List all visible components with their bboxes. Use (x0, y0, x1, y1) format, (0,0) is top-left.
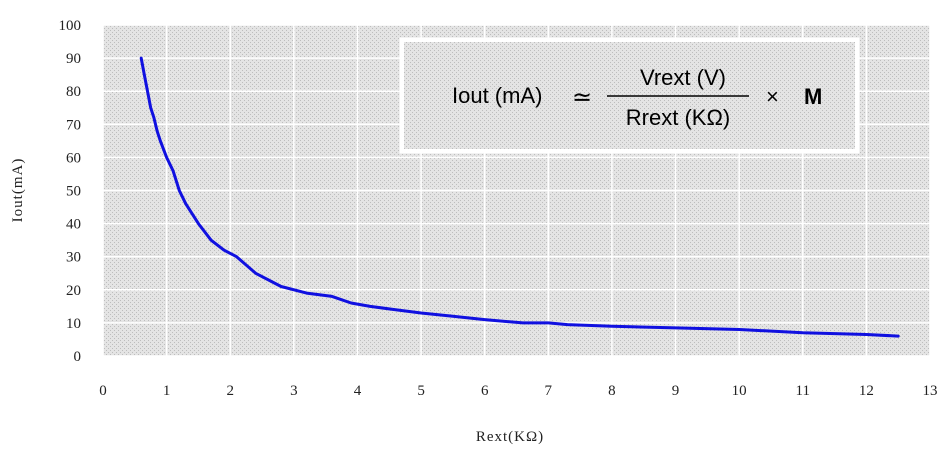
y-axis-label: Iout(mA) (10, 158, 26, 223)
x-tick-label: 1 (163, 383, 171, 399)
x-tick-label: 13 (923, 383, 938, 399)
x-tick-label: 12 (859, 383, 874, 399)
formula-times-sign: × (766, 84, 779, 109)
x-axis-label: Rext(KΩ) (476, 429, 544, 445)
y-tick-label: 60 (66, 150, 81, 166)
y-tick-label: 50 (66, 184, 81, 200)
x-tick-label: 9 (672, 383, 680, 399)
x-tick-label: 4 (354, 383, 362, 399)
x-tick-label: 8 (608, 383, 616, 399)
x-tick-label: 5 (417, 383, 425, 399)
formula-box: Iout (mA) ≃ Vrext (V) Rrext (KΩ) × M (399, 37, 860, 154)
x-tick-label: 11 (796, 383, 810, 399)
series-line (139, 56, 900, 338)
y-axis-ticks: 0 10 20 30 40 50 60 70 80 90 100 (59, 18, 82, 365)
formula-numerator: Vrext (V) (640, 65, 726, 90)
y-tick-label: 80 (66, 84, 81, 100)
x-axis-ticks: 0 1 2 3 4 5 6 7 8 9 10 11 12 13 (99, 383, 937, 399)
y-tick-label: 70 (66, 117, 81, 133)
x-tick-label: 0 (99, 383, 107, 399)
y-tick-label: 90 (66, 51, 81, 67)
y-tick-label: 10 (66, 316, 81, 332)
x-tick-label: 3 (290, 383, 298, 399)
formula-denominator: Rrext (KΩ) (626, 105, 730, 130)
formula-lhs: Iout (mA) (452, 83, 542, 108)
formula-approx-sign: ≃ (572, 84, 592, 111)
y-tick-label: 100 (59, 18, 82, 34)
x-tick-label: 6 (481, 383, 489, 399)
formula-constant: M (804, 84, 822, 109)
y-tick-label: 30 (66, 250, 81, 266)
x-tick-label: 7 (545, 383, 553, 399)
x-tick-label: 2 (226, 383, 234, 399)
y-tick-label: 0 (74, 349, 82, 365)
y-tick-label: 20 (66, 283, 81, 299)
y-tick-label: 40 (66, 217, 81, 233)
x-tick-label: 10 (732, 383, 747, 399)
